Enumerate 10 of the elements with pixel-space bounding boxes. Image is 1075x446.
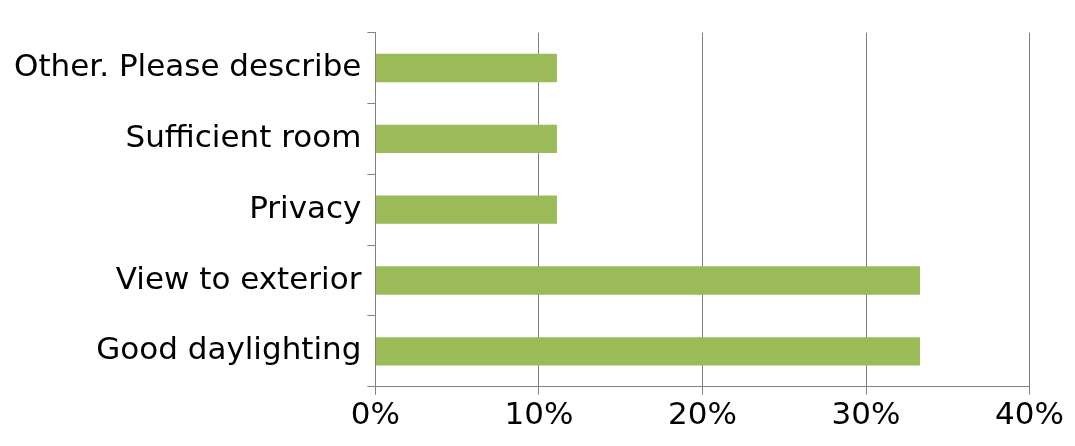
y-tick-label: Other. Please describe — [14, 47, 362, 84]
y-tick-label: Privacy — [249, 188, 362, 225]
x-tick-label: 20% — [668, 395, 737, 432]
y-tick-label: Good daylighting — [96, 330, 362, 367]
y-tick-label: View to exterior — [115, 259, 362, 296]
x-tick-label: 30% — [831, 395, 901, 432]
x-tick-label: 0% — [350, 395, 400, 432]
x-tick-label: 10% — [504, 395, 574, 432]
x-tick-label: 40% — [995, 395, 1064, 432]
y-tick-label: Sufficient room — [125, 117, 362, 154]
